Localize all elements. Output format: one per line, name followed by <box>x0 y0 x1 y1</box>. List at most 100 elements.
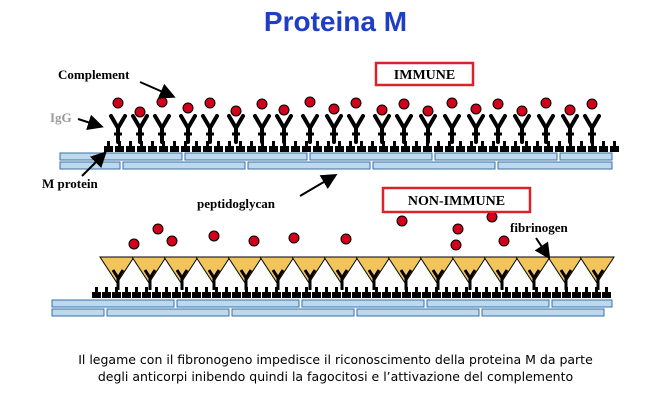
bound-m-protein-tip <box>239 269 253 290</box>
m-protein-unit <box>313 141 322 152</box>
complement-molecule <box>328 103 340 115</box>
complement-molecule <box>288 232 300 244</box>
peptidoglycan-segment <box>51 299 175 308</box>
fibrinogen-molecule <box>547 256 583 284</box>
label-peptidoglycan: peptidoglycan <box>197 196 276 211</box>
fibrinogen-layer <box>99 256 615 290</box>
fibrinogen-molecule <box>515 256 551 284</box>
fibrinogen-gap-arrow <box>379 273 389 287</box>
igg-antibody <box>179 114 197 144</box>
m-protein-unit <box>432 287 441 298</box>
fibrinogen-molecule <box>291 256 327 284</box>
igg-antibody-shape <box>419 114 437 144</box>
complement-molecule <box>492 98 504 110</box>
fibrinogen-molecule <box>451 256 487 284</box>
igg-antibody-shape <box>275 114 293 144</box>
m-protein-unit <box>202 287 211 298</box>
igg-antibody-shape <box>153 114 171 144</box>
igg-antibody <box>467 114 485 144</box>
igg-antibody-shape <box>395 114 413 144</box>
caption-line-2: degli anticorpi inibendo quindi la fagoc… <box>97 369 574 384</box>
fibrinogen-molecule <box>483 256 519 284</box>
igg-antibody-shape <box>201 114 219 144</box>
m-protein-unit <box>282 287 291 298</box>
igg-antibody <box>373 114 391 144</box>
non-immune-box: NON-IMMUNE <box>381 186 532 214</box>
m-protein-unit <box>126 141 135 152</box>
m-protein-unit <box>452 287 461 298</box>
fibrinogen-gap-arrow <box>283 273 293 287</box>
complement-molecule <box>470 103 482 115</box>
igg-antibody <box>513 114 531 144</box>
peptidoglycan-segment <box>51 308 105 317</box>
bound-m-protein-tip <box>463 269 477 290</box>
igg-antibody <box>395 114 413 144</box>
m-protein-unit <box>555 141 564 152</box>
fibrinogen-molecule <box>131 256 167 284</box>
igg-antibody-shape <box>583 114 601 144</box>
m-protein-unit <box>482 287 491 298</box>
complement-molecule <box>278 104 290 116</box>
complement-molecule <box>450 239 462 251</box>
peptidoglycan-segment <box>559 152 613 161</box>
bound-m-protein-tip <box>335 269 349 290</box>
label-m-protein: M protein <box>42 176 98 191</box>
fibrinogen-gap-arrow <box>571 273 581 287</box>
m-protein-unit <box>532 287 541 298</box>
peptidoglycan-segment <box>247 161 371 170</box>
fibrinogen-gap-arrow <box>347 273 357 287</box>
m-protein-unit <box>142 287 151 298</box>
m-protein-unit <box>379 141 388 152</box>
complement-molecule <box>564 104 576 116</box>
igg-antibody <box>109 114 127 144</box>
fibrinogen-gap-arrow <box>187 273 197 287</box>
igg-antibody <box>201 114 219 144</box>
arrow-igg <box>77 114 104 130</box>
igg-antibody-shape <box>373 114 391 144</box>
m-protein-unit <box>203 141 212 152</box>
igg-antibody-shape <box>443 114 461 144</box>
m-protein-unit <box>562 287 571 298</box>
complement-molecule <box>516 105 528 117</box>
bound-m-protein-tip <box>111 269 125 290</box>
m-protein-unit <box>572 287 581 298</box>
igg-antibody-shape <box>179 114 197 144</box>
m-protein-unit <box>258 141 267 152</box>
m-protein-unit <box>192 141 201 152</box>
m-protein-unit <box>352 287 361 298</box>
m-protein-unit <box>236 141 245 152</box>
fibrinogen-molecule <box>579 256 615 284</box>
m-protein-unit <box>592 287 601 298</box>
caption: Il legame con il fibronogeno impedisce i… <box>0 351 671 385</box>
fibrinogen-gap-arrow <box>251 273 261 287</box>
fibrinogen-molecule <box>99 256 135 284</box>
m-protein-unit <box>368 141 377 152</box>
m-protein-unit <box>212 287 221 298</box>
m-protein-unit <box>137 141 146 152</box>
igg-antibody <box>253 114 271 144</box>
non-immune-section <box>51 211 615 317</box>
complement-molecule <box>350 97 362 109</box>
m-protein-unit <box>159 141 168 152</box>
complement-molecule <box>128 238 140 250</box>
m-protein-unit <box>392 287 401 298</box>
fibrinogen-gap-arrow <box>411 273 421 287</box>
peptidoglycan-segment <box>551 299 613 308</box>
m-protein-unit <box>332 287 341 298</box>
m-protein-unit <box>423 141 432 152</box>
m-protein-unit <box>102 287 111 298</box>
arrow-complement <box>139 81 176 99</box>
igg-antibody <box>275 114 293 144</box>
bound-m-protein-tip <box>591 269 605 290</box>
complement-molecule <box>156 96 168 108</box>
m-protein-unit <box>92 287 101 298</box>
peptidoglycan-segment <box>122 161 246 170</box>
m-protein-unit <box>502 287 511 298</box>
peptidoglycan-segment <box>231 308 355 317</box>
complement-molecule <box>446 97 458 109</box>
m-protein-unit <box>602 287 611 298</box>
igg-antibody-shape <box>489 114 507 144</box>
m-protein-unit <box>162 287 171 298</box>
m-protein-unit <box>262 287 271 298</box>
igg-antibody <box>561 114 579 144</box>
